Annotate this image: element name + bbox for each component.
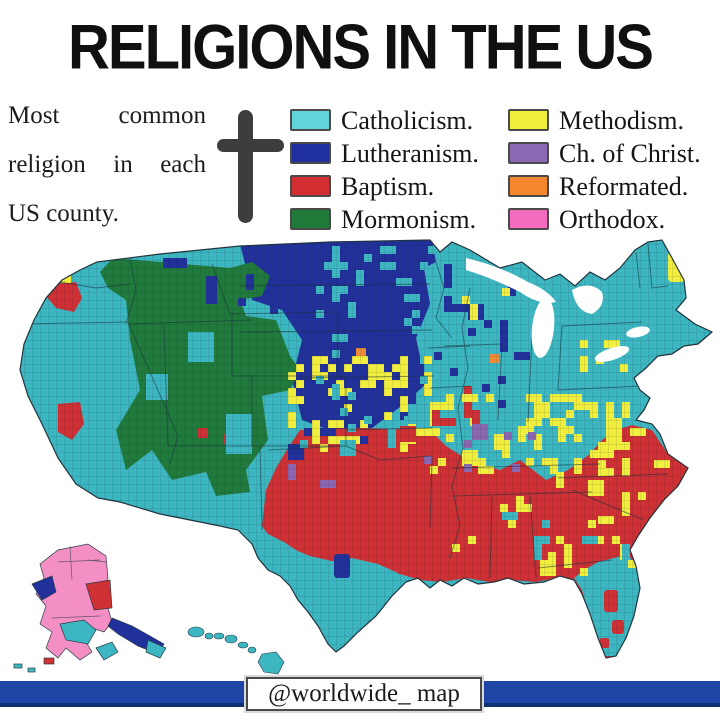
mormonism-swatch	[290, 208, 331, 230]
legend-item-lutheranism: Lutheranism.	[290, 137, 479, 170]
legend-label: Reformated.	[559, 171, 689, 201]
orthodox-swatch	[508, 208, 549, 230]
page-title: RELIGIONS IN THE US	[68, 12, 654, 83]
watermark-handle: @worldwide_ map	[244, 675, 484, 713]
great-lakes	[466, 258, 650, 362]
legend-column-2: Methodism. Ch. of Christ. Reformated. Or…	[508, 104, 701, 236]
description-line-1: Most common	[8, 102, 206, 129]
aleutian-island	[13, 663, 23, 669]
maine-methodist-patch	[696, 268, 711, 284]
legend-item-mormonism: Mormonism.	[290, 203, 479, 236]
baptism-swatch	[290, 175, 331, 197]
alaska-baptist-patch	[85, 579, 113, 611]
legend-label: Methodism.	[559, 105, 684, 135]
contiguous-us	[20, 240, 712, 658]
hawaii-big-island	[257, 651, 285, 675]
hawaii	[187, 626, 285, 675]
legend-item-church-of-christ: Ch. of Christ.	[508, 137, 701, 170]
legend-label: Lutheranism.	[341, 138, 479, 168]
cross-icon	[238, 110, 253, 223]
lutheranism-swatch	[290, 142, 331, 164]
catholicism-swatch	[290, 109, 331, 131]
aleutian-island	[27, 667, 36, 673]
cross-icon-bar	[217, 139, 284, 152]
description-line-3: US county.	[8, 200, 119, 227]
reformated-swatch	[508, 175, 549, 197]
us-religion-map	[0, 228, 720, 690]
alaska-catholic-panhandle	[145, 639, 167, 659]
legend-item-orthodox: Orthodox.	[508, 203, 701, 236]
alaska-catholic-kodiak	[95, 641, 119, 661]
aleutian-baptist-island	[43, 657, 55, 665]
alaska	[13, 543, 167, 673]
legend-item-baptism: Baptism.	[290, 170, 479, 203]
legend-label: Mormonism.	[341, 204, 477, 234]
map-description: Most common religion in each US county.	[8, 99, 206, 246]
church-of-christ-swatch	[508, 142, 549, 164]
methodism-swatch	[508, 109, 549, 131]
legend-label: Catholicism.	[341, 105, 474, 135]
legend-item-catholicism: Catholicism.	[290, 104, 479, 137]
us-county-choropleth	[13, 239, 713, 675]
description-line-2: religion in each	[8, 151, 206, 178]
legend-label: Baptism.	[341, 171, 435, 201]
legend-item-methodism: Methodism.	[508, 104, 701, 137]
legend-label: Ch. of Christ.	[559, 138, 701, 168]
alaska-lutheran-west-tip	[31, 575, 57, 601]
legend-column-1: Catholicism. Lutheranism. Baptism. Mormo…	[290, 104, 479, 236]
legend-item-reformated: Reformated.	[508, 170, 701, 203]
alaska-catholic-coast	[59, 619, 97, 645]
state-borders	[21, 243, 669, 579]
alaska-borough-borders	[51, 545, 107, 619]
legend-label: Orthodox.	[559, 204, 666, 234]
